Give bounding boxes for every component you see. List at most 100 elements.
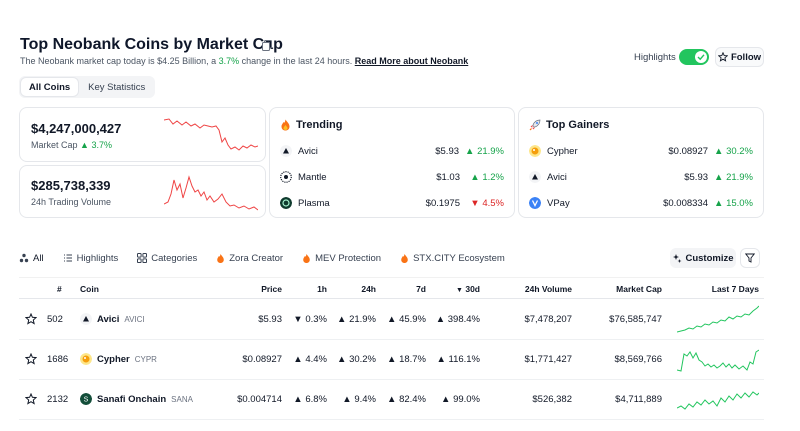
row-30d: ▲ 99.0% <box>441 394 480 405</box>
trending-item-plasma[interactable]: Plasma $0.1975 ▼ 4.5% <box>280 195 504 211</box>
row-sparkline <box>677 349 759 372</box>
col-1h[interactable]: 1h <box>317 284 327 294</box>
tab-mev-protection[interactable]: MEV Protection <box>302 253 381 264</box>
star-icon[interactable] <box>25 353 37 365</box>
trending-name: Avici <box>298 145 318 157</box>
coin-name: Cypher <box>97 353 130 365</box>
row-7d: ▲ 82.4% <box>387 394 426 405</box>
tab-highlights[interactable]: Highlights <box>63 253 118 264</box>
cypher-icon <box>80 353 92 365</box>
gainer-change: ▲ 30.2% <box>714 145 753 157</box>
row-24h: ▲ 21.9% <box>337 314 376 325</box>
row-price: $0.004714 <box>237 394 282 405</box>
page-subtitle: The Neobank market cap today is $4.25 Bi… <box>20 56 468 66</box>
coin-name: Avici <box>97 313 120 325</box>
row-volume: $1,771,427 <box>524 354 572 365</box>
market-cap-sparkline <box>164 118 258 151</box>
trending-item-avici[interactable]: Avici $5.93 ▲ 21.9% <box>280 143 504 159</box>
trending-price: $0.1975 <box>425 197 460 209</box>
row-market-cap: $8,569,766 <box>614 354 662 365</box>
row-coin[interactable]: Avici AVICI <box>80 313 145 325</box>
market-cap-caption: Market Cap ▲ 3.7% <box>31 140 112 150</box>
market-cap-change: ▲ 3.7% <box>80 140 112 150</box>
gainer-change: ▲ 21.9% <box>714 171 753 183</box>
highlights-toggle[interactable] <box>679 49 709 65</box>
customize-button[interactable]: Customize <box>670 248 736 268</box>
tab-zora-label: Zora Creator <box>229 252 284 264</box>
mantle-icon <box>280 171 292 183</box>
row-sparkline <box>677 391 759 410</box>
row-volume: $7,478,207 <box>524 314 572 325</box>
volume-value: $285,738,339 <box>31 178 111 193</box>
row-30d: ▲ 398.4% <box>435 314 480 325</box>
gainer-name: Avici <box>547 171 567 183</box>
volume-label: 24h Trading Volume <box>31 197 112 207</box>
col-24h-volume[interactable]: 24h Volume <box>524 284 572 294</box>
svg-text:S: S <box>84 397 89 404</box>
gainer-item-vpay[interactable]: VPay $0.008334 ▲ 15.0% <box>529 195 753 211</box>
filter-button[interactable] <box>740 248 760 268</box>
star-icon[interactable] <box>25 313 37 325</box>
trending-item-mantle[interactable]: Mantle $1.03 ▲ 1.2% <box>280 169 504 185</box>
customize-label: Customize <box>685 252 734 264</box>
col-price[interactable]: Price <box>261 284 282 294</box>
gainers-title: Top Gainers <box>546 119 610 131</box>
tab-all[interactable]: All <box>19 253 44 264</box>
sparkle-icon <box>673 254 682 263</box>
coin-symbol: CYPR <box>134 354 157 364</box>
read-more-link[interactable]: Read More about Neobank <box>354 56 469 66</box>
trending-card: Trending Avici $5.93 ▲ 21.9% Mantle $1.0… <box>269 107 515 218</box>
volume-sparkline <box>164 175 258 211</box>
gainer-item-cypher[interactable]: Cypher $0.08927 ▲ 30.2% <box>529 143 753 159</box>
vpay-icon <box>529 197 541 209</box>
gainer-price: $5.93 <box>684 171 709 183</box>
fire-icon <box>217 253 225 263</box>
gainers-header: Top Gainers <box>529 119 609 131</box>
tab-zora-creator[interactable]: Zora Creator <box>216 253 283 264</box>
table-row[interactable]: 502 Avici AVICI $5.93 ▼ 0.3% ▲ 21.9% ▲ 4… <box>19 300 764 340</box>
col-24h[interactable]: 24h <box>361 284 376 294</box>
copy-icon[interactable] <box>262 40 272 51</box>
categories-icon <box>137 253 148 263</box>
tab-all-label: All <box>33 252 44 264</box>
avici-icon <box>80 313 92 325</box>
tab-categories-label: Categories <box>151 252 198 264</box>
market-cap-label: Market Cap <box>31 140 78 150</box>
gainer-item-avici[interactable]: Avici $5.93 ▲ 21.9% <box>529 169 753 185</box>
avici-icon <box>280 145 292 157</box>
sort-desc-icon: ▼ <box>456 287 463 294</box>
tab-stx-city[interactable]: STX.CITY Ecosystem <box>400 253 505 264</box>
col-rank[interactable]: # <box>57 284 62 294</box>
row-rank: 2132 <box>47 394 69 405</box>
col-30d[interactable]: ▼ 30d <box>456 284 480 294</box>
row-rank: 1686 <box>47 354 69 365</box>
tab-categories[interactable]: Categories <box>137 253 197 264</box>
volume-card: $285,738,339 24h Trading Volume <box>19 165 266 218</box>
sanafi-icon: S <box>80 393 92 405</box>
row-coin[interactable]: S Sanafi Onchain SANA <box>80 393 193 405</box>
trending-change: ▲ 1.2% <box>470 171 504 183</box>
tab-key-statistics[interactable]: Key Statistics <box>88 81 146 93</box>
table-header: # Coin Price 1h 24h 7d ▼ 30d 24h Volume … <box>19 277 764 299</box>
star-icon[interactable] <box>25 393 37 405</box>
follow-button[interactable]: Follow <box>715 47 764 67</box>
row-market-cap: $4,711,889 <box>615 394 662 405</box>
gainer-price: $0.008334 <box>663 197 709 209</box>
row-1h: ▲ 4.4% <box>293 354 327 365</box>
trending-change: ▲ 21.9% <box>465 145 504 157</box>
row-coin[interactable]: Cypher CYPR <box>80 353 157 365</box>
table-row[interactable]: 2132 S Sanafi Onchain SANA $0.004714 ▲ 6… <box>19 380 764 420</box>
tab-all-coins[interactable]: All Coins <box>21 78 79 96</box>
list-icon <box>63 254 72 262</box>
row-market-cap: $76,585,747 <box>609 314 662 325</box>
toggle-knob <box>695 51 707 63</box>
row-24h: ▲ 30.2% <box>337 354 376 365</box>
col-market-cap[interactable]: Market Cap <box>616 284 662 294</box>
row-volume: $526,382 <box>532 394 572 405</box>
col-last-7-days: Last 7 Days <box>711 284 759 294</box>
col-coin[interactable]: Coin <box>80 284 99 294</box>
category-tabs: All Highlights Categories Zora Creator M… <box>19 248 524 268</box>
col-7d[interactable]: 7d <box>416 284 426 294</box>
tab-mev-label: MEV Protection <box>315 252 382 264</box>
table-row[interactable]: 1686 Cypher CYPR $0.08927 ▲ 4.4% ▲ 30.2%… <box>19 340 764 380</box>
